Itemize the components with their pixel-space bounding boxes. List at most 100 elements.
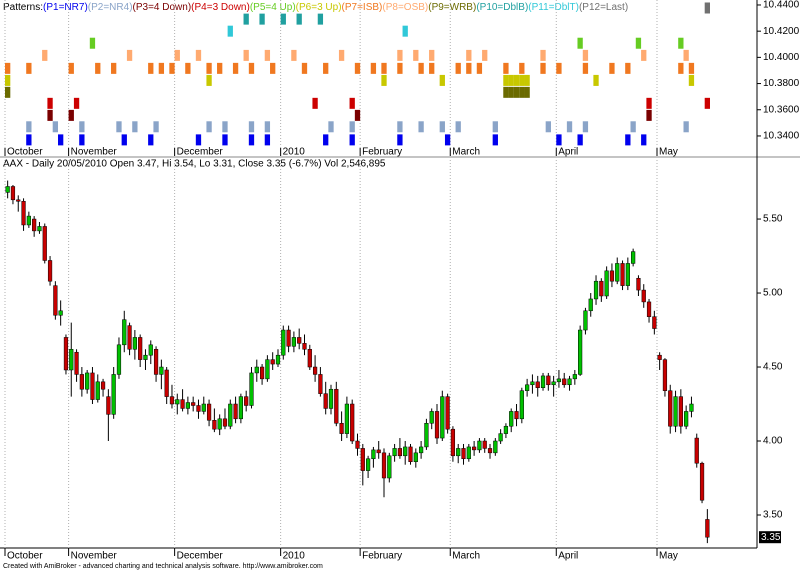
candle-body xyxy=(604,270,609,297)
pattern-marker xyxy=(455,121,461,133)
pattern-marker xyxy=(519,74,525,86)
pattern-marker xyxy=(185,62,191,74)
pattern-marker xyxy=(683,121,689,133)
legend-entry: (P9=WRB) xyxy=(428,2,476,13)
candle-body xyxy=(148,344,153,356)
candle-body xyxy=(286,329,291,347)
pattern-marker xyxy=(429,62,435,74)
candle-body xyxy=(551,381,556,386)
candle-body xyxy=(519,390,524,420)
pattern-marker xyxy=(248,134,255,146)
pattern-marker xyxy=(519,62,525,74)
candle-body xyxy=(106,396,111,415)
candle-body xyxy=(334,388,339,424)
candle-body xyxy=(79,374,84,390)
candle-body xyxy=(26,215,31,226)
pattern-marker xyxy=(338,49,345,61)
candle-body xyxy=(212,420,217,430)
pattern-marker xyxy=(582,49,589,61)
pattern-marker xyxy=(439,121,445,133)
y-tick-label: 3.50 xyxy=(763,510,783,521)
pattern-marker xyxy=(492,134,498,146)
pattern-marker xyxy=(195,134,202,146)
pattern-marker xyxy=(625,62,631,74)
candle-body xyxy=(620,263,625,286)
pattern-marker xyxy=(68,109,74,121)
candle-body xyxy=(705,519,710,538)
candle-body xyxy=(514,411,519,420)
pattern-marker xyxy=(444,134,451,146)
pattern-marker xyxy=(683,49,689,61)
pattern-marker xyxy=(264,121,271,133)
candle-body xyxy=(10,186,16,201)
candle-body xyxy=(365,458,371,471)
legend-entry: (P2=NR4) xyxy=(88,2,133,13)
candle-body xyxy=(206,403,212,421)
candle-body xyxy=(302,343,307,350)
candle-body xyxy=(32,218,37,232)
candle-body xyxy=(662,359,668,391)
candle-body xyxy=(652,316,657,329)
pattern-marker xyxy=(354,109,361,121)
pattern-marker xyxy=(646,109,652,121)
candle-body xyxy=(673,396,678,427)
x-tick-label: April xyxy=(558,147,578,158)
candle-body xyxy=(228,403,233,427)
candle-body xyxy=(201,403,206,412)
candle-body xyxy=(222,418,228,427)
candle-body xyxy=(482,440,487,449)
candle-body xyxy=(244,396,249,406)
candle-body xyxy=(456,448,461,457)
pattern-marker xyxy=(243,13,249,25)
candle-body xyxy=(238,396,243,420)
pattern-marker xyxy=(577,134,583,146)
pattern-marker xyxy=(503,86,509,98)
pattern-marker xyxy=(174,49,180,61)
pattern-marker xyxy=(381,74,387,86)
pattern-marker xyxy=(121,134,127,146)
candle-body xyxy=(344,403,350,434)
pattern-marker xyxy=(402,25,408,37)
candle-body xyxy=(678,396,683,427)
pattern-marker xyxy=(148,134,154,146)
candle-body xyxy=(376,449,381,454)
pattern-marker xyxy=(206,62,212,74)
candle-body xyxy=(58,310,63,316)
pattern-marker xyxy=(540,49,546,61)
pattern-marker xyxy=(195,49,202,61)
candle-body xyxy=(392,448,397,457)
pattern-marker xyxy=(291,49,297,61)
pattern-marker xyxy=(47,109,53,121)
pattern-marker xyxy=(79,134,85,146)
candle-body xyxy=(312,366,318,375)
candle-body xyxy=(275,354,281,365)
pattern-marker xyxy=(349,134,355,146)
pattern-marker xyxy=(429,49,435,61)
pattern-marker xyxy=(466,49,472,61)
last-price-label: 3.35 xyxy=(761,532,781,543)
candle-body xyxy=(90,372,95,400)
candle-body xyxy=(191,402,196,406)
candle-body xyxy=(540,375,546,388)
pattern-marker xyxy=(26,62,32,74)
pattern-marker xyxy=(349,121,355,133)
pattern-marker xyxy=(688,74,695,86)
pattern-marker xyxy=(397,134,403,146)
pattern-marker xyxy=(635,37,642,49)
candle-body xyxy=(259,366,265,380)
candle-body xyxy=(530,381,535,386)
x-tick-label: 2010 xyxy=(283,147,306,158)
pattern-marker xyxy=(556,134,562,146)
candle-body xyxy=(657,354,662,360)
candle-body xyxy=(5,186,10,193)
pattern-marker xyxy=(556,62,562,74)
candle-body xyxy=(525,384,530,391)
pattern-marker xyxy=(217,62,223,74)
candle-body xyxy=(535,381,540,388)
pattern-marker xyxy=(47,97,53,109)
pattern-marker xyxy=(79,121,85,133)
candle-body xyxy=(646,301,652,317)
candle-body xyxy=(487,448,493,454)
x-tick-label: April xyxy=(558,551,578,562)
